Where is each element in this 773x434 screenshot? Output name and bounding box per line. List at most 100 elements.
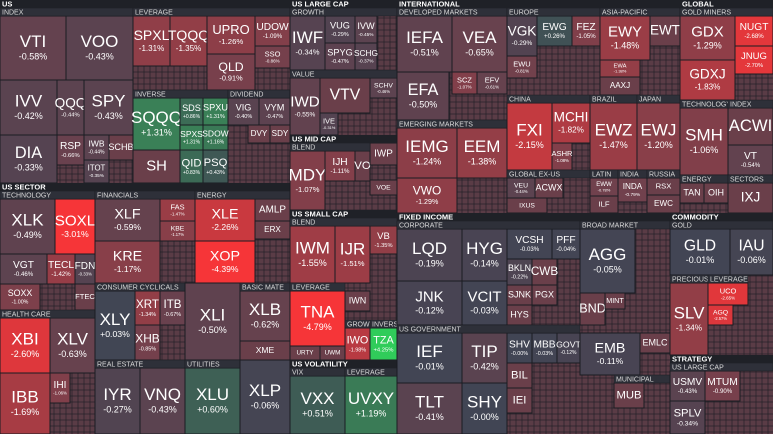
tile[interactable] bbox=[159, 290, 186, 326]
tile[interactable] bbox=[184, 367, 241, 434]
tile[interactable] bbox=[679, 107, 729, 176]
tile[interactable] bbox=[139, 367, 186, 434]
tile[interactable] bbox=[132, 149, 181, 184]
tile[interactable] bbox=[94, 240, 161, 284]
change: +1.31% bbox=[141, 128, 172, 138]
tile[interactable] bbox=[239, 359, 291, 434]
tile[interactable] bbox=[289, 375, 346, 434]
ticker: VB bbox=[377, 231, 390, 242]
tile[interactable] bbox=[727, 107, 773, 146]
tile[interactable] bbox=[589, 102, 638, 171]
tile[interactable] bbox=[0, 134, 58, 184]
tile[interactable] bbox=[344, 327, 371, 361]
tile[interactable] bbox=[319, 77, 371, 114]
change: -0.12% bbox=[415, 306, 443, 316]
tile[interactable] bbox=[476, 71, 508, 95]
change: -0.34% bbox=[295, 47, 319, 56]
tile[interactable] bbox=[206, 53, 256, 91]
tile[interactable] bbox=[0, 283, 41, 311]
tile[interactable] bbox=[734, 45, 773, 75]
tile[interactable] bbox=[289, 290, 346, 347]
tile[interactable] bbox=[669, 400, 706, 434]
tile[interactable] bbox=[396, 382, 463, 434]
ticker: FDN bbox=[75, 261, 96, 272]
change: -1.98% bbox=[349, 347, 366, 353]
tile[interactable] bbox=[56, 79, 85, 136]
tile[interactable] bbox=[56, 134, 85, 166]
tile[interactable] bbox=[396, 127, 458, 179]
tile[interactable] bbox=[108, 134, 134, 161]
change: -2.57% bbox=[714, 316, 727, 321]
tile[interactable] bbox=[571, 15, 601, 47]
tile[interactable] bbox=[729, 228, 773, 276]
tile[interactable] bbox=[396, 71, 450, 121]
tile[interactable] bbox=[54, 198, 96, 255]
tile[interactable] bbox=[369, 327, 398, 361]
ticker: ASHR bbox=[551, 149, 573, 158]
tile[interactable] bbox=[254, 15, 291, 47]
tile[interactable] bbox=[46, 253, 76, 285]
tile[interactable] bbox=[604, 292, 626, 310]
tile[interactable] bbox=[579, 228, 636, 294]
change: -1.24% bbox=[413, 157, 442, 167]
ticker: IHI bbox=[54, 380, 67, 391]
section-header: US SMALL CAP bbox=[292, 209, 348, 218]
ticker: IWB bbox=[88, 139, 104, 149]
tile[interactable] bbox=[506, 55, 538, 79]
tile[interactable] bbox=[506, 102, 553, 171]
tile[interactable] bbox=[49, 372, 71, 404]
tile[interactable] bbox=[396, 280, 463, 326]
tile[interactable] bbox=[531, 284, 558, 306]
tile[interactable] bbox=[324, 15, 356, 44]
ticker: GDXJ bbox=[689, 67, 725, 82]
tile[interactable] bbox=[324, 150, 356, 182]
tile[interactable] bbox=[727, 144, 773, 176]
tile[interactable] bbox=[334, 225, 371, 284]
tile[interactable] bbox=[344, 290, 371, 312]
tile[interactable] bbox=[324, 42, 356, 71]
tile[interactable] bbox=[461, 382, 508, 434]
ticker: MCHI bbox=[554, 110, 589, 125]
group-header: BLEND bbox=[292, 219, 315, 226]
tile[interactable] bbox=[461, 280, 508, 326]
tile[interactable] bbox=[579, 332, 641, 376]
tile[interactable] bbox=[636, 102, 681, 171]
tile[interactable] bbox=[396, 332, 463, 384]
ticker: XLE bbox=[212, 207, 239, 223]
tile[interactable] bbox=[531, 258, 558, 286]
ticker: SHV bbox=[509, 339, 530, 350]
tile[interactable] bbox=[669, 228, 731, 276]
tile[interactable] bbox=[289, 77, 321, 136]
tile[interactable] bbox=[194, 240, 256, 284]
tile[interactable] bbox=[289, 150, 326, 211]
tile[interactable] bbox=[49, 317, 96, 374]
tile[interactable] bbox=[0, 15, 67, 81]
change: -4.79% bbox=[303, 322, 332, 332]
tile[interactable] bbox=[0, 79, 58, 136]
change: +1.31% bbox=[206, 114, 225, 120]
tile[interactable] bbox=[707, 304, 734, 326]
tile[interactable] bbox=[94, 290, 136, 361]
tile[interactable] bbox=[461, 228, 508, 282]
tile[interactable] bbox=[679, 59, 736, 101]
change: -2.68% bbox=[744, 33, 764, 40]
tile[interactable] bbox=[506, 387, 533, 414]
tile[interactable] bbox=[132, 97, 181, 151]
change: -0.50% bbox=[409, 99, 438, 109]
tile[interactable] bbox=[0, 372, 51, 434]
tile[interactable] bbox=[344, 375, 398, 434]
change: +1.31% bbox=[183, 140, 201, 146]
tile[interactable] bbox=[461, 332, 508, 384]
tile[interactable] bbox=[184, 282, 241, 361]
tile[interactable] bbox=[227, 97, 260, 126]
tile[interactable] bbox=[396, 177, 458, 214]
tile[interactable] bbox=[506, 362, 533, 389]
tile[interactable] bbox=[531, 332, 558, 364]
tile[interactable] bbox=[506, 228, 553, 260]
ticker: EWU bbox=[513, 59, 530, 68]
tile[interactable] bbox=[169, 15, 208, 67]
tile[interactable] bbox=[704, 370, 741, 402]
tile[interactable] bbox=[456, 127, 508, 179]
tile[interactable] bbox=[94, 367, 141, 434]
tile[interactable] bbox=[132, 15, 171, 67]
